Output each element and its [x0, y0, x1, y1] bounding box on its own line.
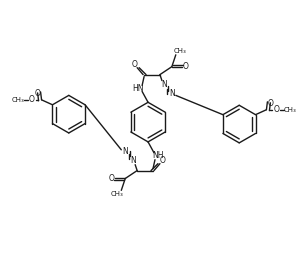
Text: CH₃: CH₃ — [284, 107, 297, 113]
Text: O: O — [267, 99, 273, 108]
Text: O: O — [29, 95, 35, 104]
Text: O: O — [274, 105, 279, 114]
Text: O: O — [160, 156, 166, 165]
Text: O: O — [35, 89, 41, 99]
Text: CH₃: CH₃ — [173, 48, 186, 54]
Text: N: N — [169, 89, 175, 98]
Text: N: N — [130, 156, 136, 165]
Text: CH₃: CH₃ — [11, 97, 24, 103]
Text: N: N — [161, 80, 167, 89]
Text: O: O — [108, 174, 114, 183]
Text: O: O — [131, 60, 137, 69]
Text: N: N — [122, 147, 128, 156]
Text: NH: NH — [152, 151, 164, 160]
Text: HN: HN — [132, 84, 144, 93]
Text: CH₃: CH₃ — [111, 191, 124, 197]
Text: O: O — [183, 62, 188, 71]
